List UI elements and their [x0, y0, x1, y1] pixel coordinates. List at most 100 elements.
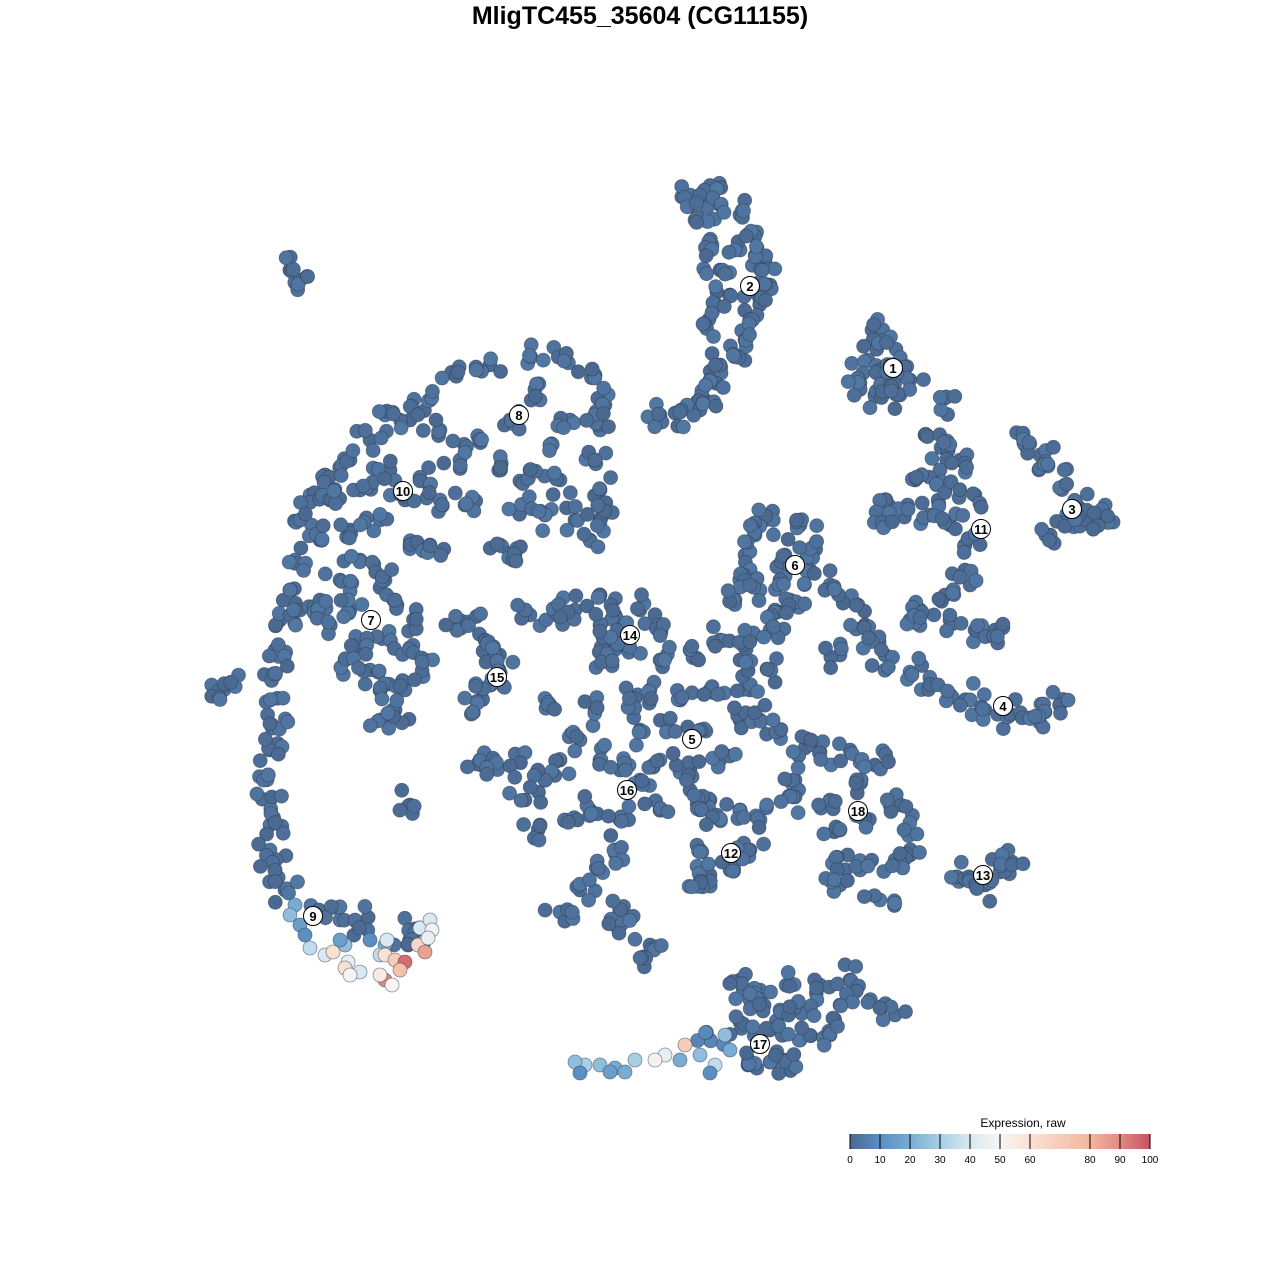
cell-point	[373, 430, 389, 446]
cell-point	[290, 874, 305, 890]
cell-point	[260, 767, 276, 783]
cell-point	[887, 895, 903, 911]
cell-point	[657, 652, 672, 668]
cell-point	[508, 553, 524, 569]
cell-point	[706, 329, 721, 344]
cell-point	[507, 769, 523, 785]
cell-point	[848, 959, 864, 974]
cell-point	[944, 455, 960, 471]
cell-point	[1056, 462, 1072, 478]
cluster-label-badge	[848, 801, 868, 821]
cell-point	[410, 407, 426, 423]
cell-point	[751, 593, 767, 608]
cell-point	[885, 514, 900, 530]
cell-point	[790, 760, 806, 776]
cell-point	[651, 406, 666, 422]
cell-point	[561, 766, 577, 782]
cell-point	[914, 495, 930, 511]
cell-point	[881, 754, 896, 770]
cell-point	[342, 967, 358, 983]
cell-point	[634, 587, 649, 603]
cell-point	[585, 718, 601, 734]
cell-point	[570, 364, 586, 380]
cell-point	[445, 433, 461, 449]
cell-point	[384, 562, 400, 577]
cell-point	[840, 374, 856, 390]
cell-point	[394, 782, 410, 798]
cell-point	[510, 597, 526, 613]
cell-point	[725, 347, 741, 363]
cell-point	[279, 658, 295, 674]
cell-point	[686, 787, 702, 803]
cell-point	[698, 817, 714, 833]
cell-point	[827, 793, 843, 809]
cell-point	[589, 700, 605, 716]
cell-point	[602, 1064, 618, 1080]
cell-point	[667, 724, 683, 739]
cell-point	[637, 796, 653, 812]
cell-point	[776, 576, 791, 592]
cell-point	[474, 432, 490, 448]
cell-point	[315, 518, 331, 534]
cell-point	[533, 795, 549, 810]
colorbar-tick-label: 30	[934, 1155, 946, 1166]
cell-point	[433, 548, 449, 563]
cell-point	[434, 370, 450, 386]
cell-point	[357, 676, 373, 692]
cell-point	[267, 874, 283, 890]
cell-point	[830, 1019, 845, 1034]
cell-point	[684, 638, 700, 654]
cell-point	[282, 582, 298, 598]
colorbar-tick-label: 60	[1024, 1155, 1036, 1166]
cell-point	[415, 423, 431, 438]
cell-point	[601, 419, 616, 435]
cell-point	[809, 980, 824, 996]
cell-point	[782, 978, 797, 994]
cell-point	[909, 469, 924, 485]
cell-point	[844, 355, 860, 371]
cell-point	[1057, 518, 1073, 534]
cell-point	[887, 401, 903, 417]
cell-point	[622, 913, 638, 928]
cell-point	[698, 1025, 713, 1040]
cell-point	[736, 810, 752, 825]
cell-point	[434, 497, 450, 513]
cell-point	[535, 523, 551, 539]
cell-point	[912, 610, 928, 625]
cell-point	[297, 927, 313, 943]
cell-point	[562, 485, 578, 501]
cell-point	[422, 538, 438, 554]
cell-point	[706, 619, 721, 635]
cell-point	[760, 661, 775, 677]
cell-point	[956, 545, 972, 560]
colorbar-title: Expression, raw	[980, 1116, 1066, 1130]
cell-point	[465, 704, 481, 720]
cell-point	[816, 1037, 832, 1053]
cell-point	[722, 976, 738, 991]
cell-point	[779, 605, 794, 621]
cluster-label: 2	[746, 279, 753, 294]
cell-point	[715, 380, 731, 395]
cell-point	[457, 690, 473, 706]
cell-point	[535, 352, 551, 368]
cell-point	[251, 836, 267, 852]
cell-point	[689, 214, 704, 230]
cell-point	[601, 808, 616, 824]
cell-point	[742, 518, 758, 533]
cell-point	[701, 856, 716, 872]
cell-point	[940, 683, 955, 699]
cell-point	[975, 701, 991, 717]
cell-point	[797, 596, 813, 612]
cell-point	[371, 404, 387, 419]
cell-point	[532, 818, 548, 834]
cell-point	[582, 872, 597, 888]
cell-point	[275, 690, 291, 706]
cell-point	[818, 640, 833, 656]
cell-point	[862, 400, 878, 416]
cell-point	[281, 885, 297, 901]
cluster-label-badge	[361, 610, 381, 630]
cluster-label: 8	[515, 408, 522, 423]
cell-point	[691, 652, 706, 668]
cell-point	[695, 396, 711, 412]
cell-point	[952, 569, 968, 585]
